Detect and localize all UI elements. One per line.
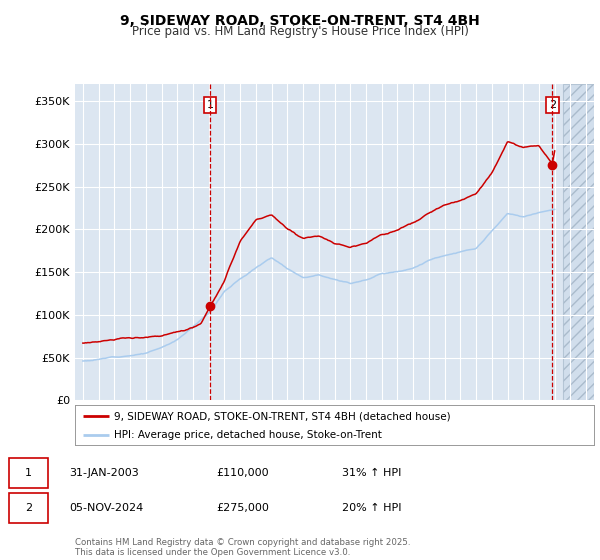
Text: HPI: Average price, detached house, Stoke-on-Trent: HPI: Average price, detached house, Stok…: [114, 430, 382, 440]
Text: 20% ↑ HPI: 20% ↑ HPI: [342, 503, 401, 513]
Text: 31% ↑ HPI: 31% ↑ HPI: [342, 468, 401, 478]
Text: 2: 2: [25, 503, 32, 513]
Text: 9, SIDEWAY ROAD, STOKE-ON-TRENT, ST4 4BH: 9, SIDEWAY ROAD, STOKE-ON-TRENT, ST4 4BH: [120, 14, 480, 28]
Text: 05-NOV-2024: 05-NOV-2024: [69, 503, 143, 513]
Text: £275,000: £275,000: [216, 503, 269, 513]
Text: 1: 1: [25, 468, 32, 478]
Bar: [563, 84, 594, 400]
Text: Contains HM Land Registry data © Crown copyright and database right 2025.
This d: Contains HM Land Registry data © Crown c…: [75, 538, 410, 557]
Bar: [563, 84, 594, 400]
Text: £110,000: £110,000: [216, 468, 269, 478]
Text: 2: 2: [549, 100, 556, 110]
Text: 1: 1: [206, 100, 214, 110]
Text: 9, SIDEWAY ROAD, STOKE-ON-TRENT, ST4 4BH (detached house): 9, SIDEWAY ROAD, STOKE-ON-TRENT, ST4 4BH…: [114, 411, 451, 421]
Text: Price paid vs. HM Land Registry's House Price Index (HPI): Price paid vs. HM Land Registry's House …: [131, 25, 469, 38]
Text: 31-JAN-2003: 31-JAN-2003: [69, 468, 139, 478]
